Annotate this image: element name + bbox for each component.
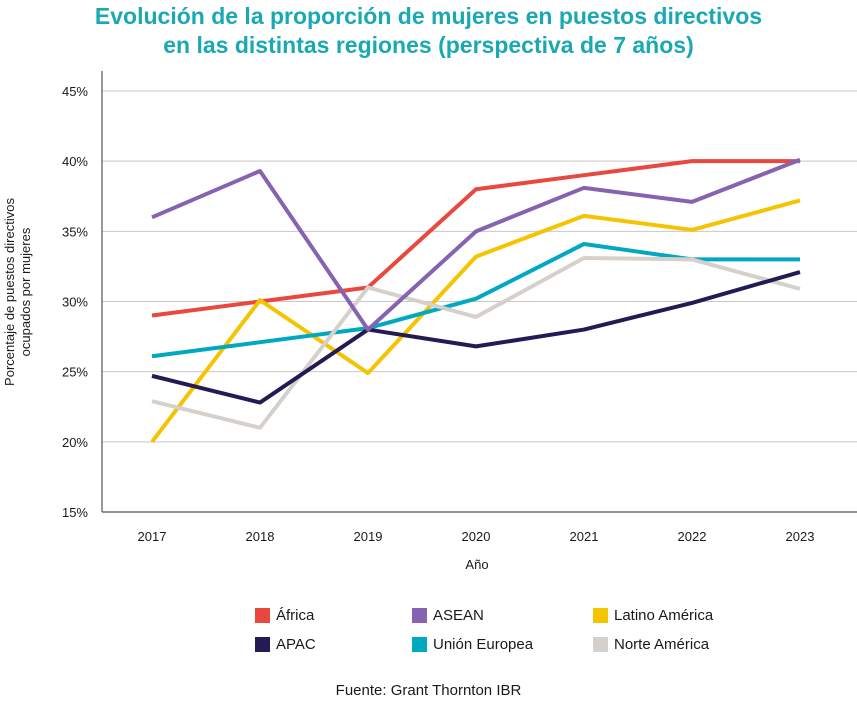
y-axis-title: Porcentaje de puestos directivosocupados… <box>2 198 33 386</box>
legend-swatch <box>255 636 270 652</box>
y-tick-label: 40% <box>62 154 88 169</box>
legend-swatch <box>593 607 608 623</box>
legend-label: APAC <box>276 635 316 653</box>
x-tick-label: 2017 <box>138 529 167 544</box>
x-tick-label: 2019 <box>354 529 383 544</box>
chart-title: Evolución de la proporción de mujeres en… <box>0 2 857 60</box>
series-line-apac <box>151 270 801 405</box>
legend-label: Unión Europea <box>433 635 534 653</box>
legend-swatch <box>412 636 427 652</box>
legend-item: África <box>255 606 314 624</box>
legend-swatch <box>412 607 427 623</box>
x-tick-label: 2018 <box>246 529 275 544</box>
legend-item: Unión Europea <box>412 635 533 653</box>
x-tick-label: 2021 <box>570 529 599 544</box>
series-line-latino-am-rica <box>150 198 801 444</box>
y-tick-label: 30% <box>62 295 88 310</box>
series-line-norte-am-rica <box>151 255 801 430</box>
legend-label: África <box>276 606 315 624</box>
legend-item: ASEAN <box>412 606 484 624</box>
x-axis-title: Año <box>465 557 488 572</box>
legend-label: Latino América <box>614 606 714 624</box>
y-tick-label: 15% <box>62 505 88 520</box>
y-axis-title-line: ocupados por mujeres <box>18 227 33 356</box>
chart-title-line-2: en las distintas regiones (perspectiva d… <box>163 32 694 58</box>
legend-swatch <box>255 607 270 623</box>
series-line-asean <box>151 157 801 332</box>
y-axis-title-line: Porcentaje de puestos directivos <box>2 198 17 386</box>
legend-item: Latino América <box>593 606 713 624</box>
legend-item: APAC <box>255 635 316 653</box>
x-tick-label: 2023 <box>786 529 815 544</box>
y-tick-label: 25% <box>62 365 88 380</box>
legend-label: ASEAN <box>433 606 484 624</box>
chart-title-line-1: Evolución de la proporción de mujeres en… <box>94 3 763 29</box>
source-note: Fuente: Grant Thornton IBR <box>335 682 522 699</box>
legend-item: Norte América <box>593 635 709 653</box>
y-tick-label: 20% <box>62 435 88 450</box>
y-tick-label: 45% <box>62 84 88 99</box>
x-tick-label: 2022 <box>678 529 707 544</box>
y-tick-label: 35% <box>62 224 88 239</box>
legend-label: Norte América <box>614 635 710 653</box>
x-tick-label: 2020 <box>462 529 491 544</box>
series-line--frica <box>151 159 800 318</box>
legend-swatch <box>593 636 608 652</box>
